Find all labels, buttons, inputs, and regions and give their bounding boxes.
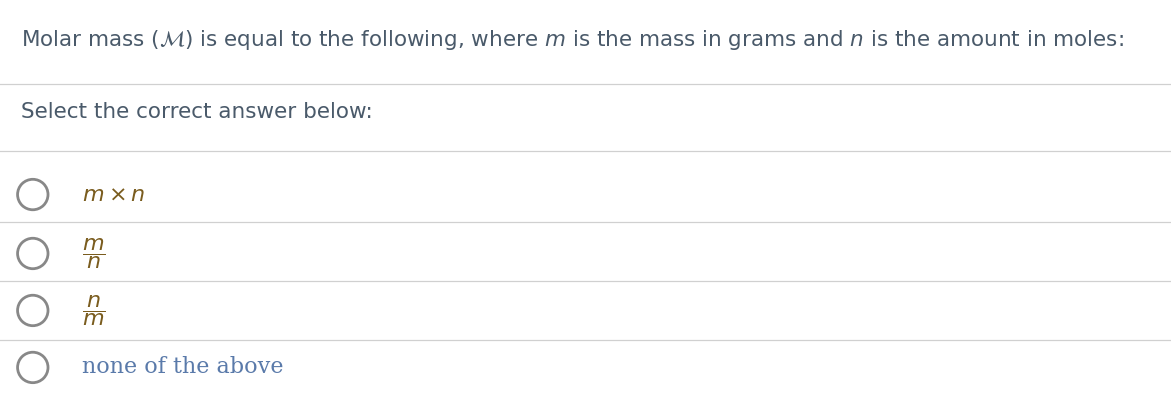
Text: none of the above: none of the above: [82, 356, 283, 378]
Text: $\dfrac{n}{m}$: $\dfrac{n}{m}$: [82, 293, 105, 328]
Text: $m \times n$: $m \times n$: [82, 184, 145, 206]
Text: Select the correct answer below:: Select the correct answer below:: [21, 102, 372, 122]
Text: $\dfrac{m}{n}$: $\dfrac{m}{n}$: [82, 236, 105, 271]
Text: Molar mass ($\mathcal{M}$) is equal to the following, where $m$ is the mass in g: Molar mass ($\mathcal{M}$) is equal to t…: [21, 28, 1124, 51]
